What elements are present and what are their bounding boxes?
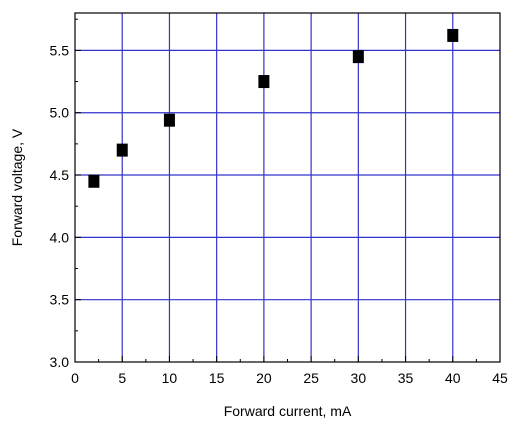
x-tick-label: 25 [303,370,319,386]
x-tick-label: 20 [256,370,272,386]
y-tick-label: 3.5 [50,292,70,308]
y-tick-label: 5.0 [50,105,70,121]
x-tick-label: 0 [71,370,79,386]
plot-frame [74,12,501,363]
x-tick-label: 40 [445,370,461,386]
x-tick-label: 5 [118,370,126,386]
x-axis-title: Forward current, mA [224,403,352,419]
data-point [163,113,175,127]
data-point [258,75,270,89]
x-axis-tick-labels: 0 5 10 15 20 25 30 35 40 45 [71,370,508,386]
x-tick-label: 10 [162,370,178,386]
data-point [447,28,459,42]
y-axis-tick-labels: 3.0 3.5 4.0 4.5 5.0 5.5 [50,42,70,370]
data-point [116,143,128,157]
data-point [88,174,100,188]
data-points [88,28,459,188]
x-tick-label: 45 [492,370,508,386]
y-tick-label: 4.5 [50,167,70,183]
y-axis-title: Forward voltage, V [9,128,25,246]
x-tick-label: 30 [351,370,367,386]
x-tick-label: 35 [398,370,414,386]
x-tick-label: 15 [209,370,225,386]
y-tick-label: 3.0 [50,354,70,370]
data-point [352,50,364,64]
y-tick-label: 5.5 [50,42,70,58]
axis-ticks [74,18,501,363]
grid [75,13,500,362]
y-tick-label: 4.0 [50,229,70,245]
